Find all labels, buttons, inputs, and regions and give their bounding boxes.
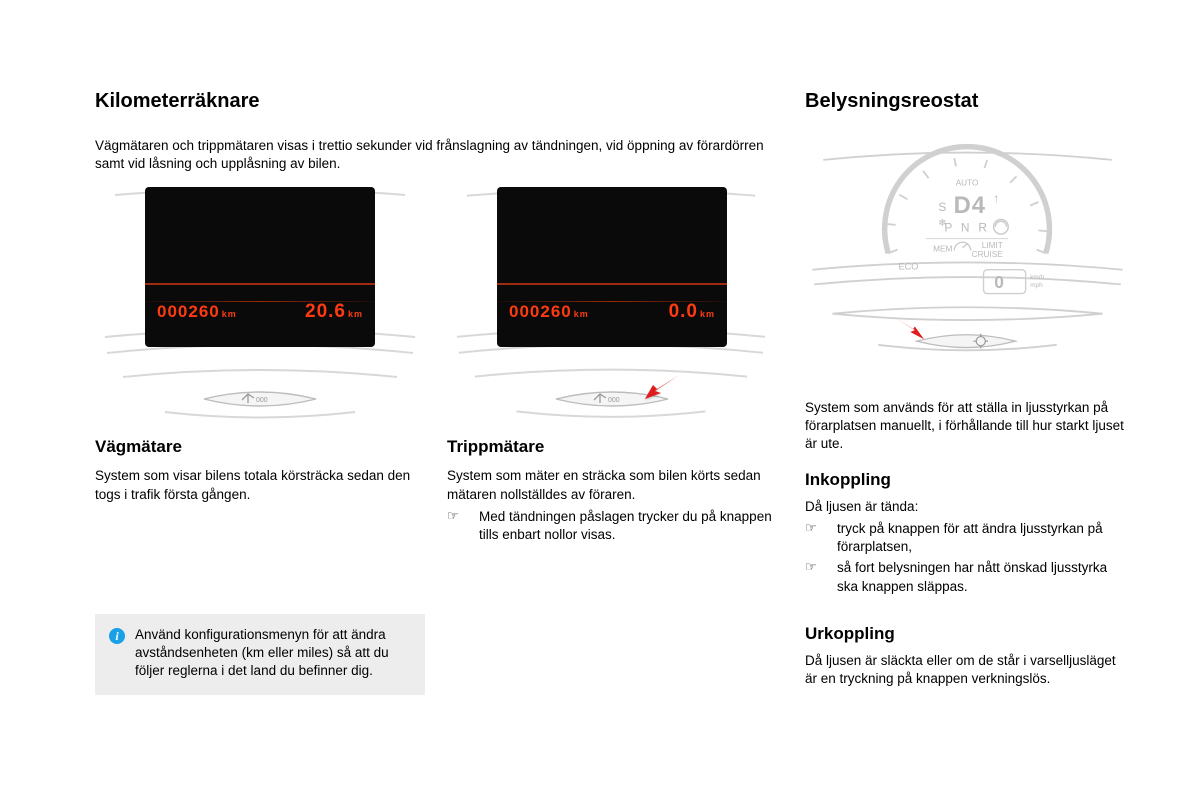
svg-text:CRUISE: CRUISE xyxy=(972,250,1004,259)
instrument-cluster-illustration: AUTO S ❄ D4 ↑ P N R MEM LIMIT xyxy=(805,131,1130,381)
pointer-arrow-icon xyxy=(895,317,924,339)
svg-text:D4: D4 xyxy=(954,192,986,219)
tripmeter-lcd: 000260km 0.0km xyxy=(497,187,727,347)
tripmeter-bullets: ☞ Med tändningen påslagen trycker du på … xyxy=(447,508,775,544)
svg-text:0: 0 xyxy=(994,272,1004,292)
pointing-hand-icon: ☞ xyxy=(805,559,823,595)
svg-text:MEM: MEM xyxy=(933,244,952,253)
reset-label: 000 xyxy=(256,397,268,404)
svg-text:LIMIT: LIMIT xyxy=(982,241,1003,250)
info-icon: i xyxy=(109,628,125,644)
svg-text:S: S xyxy=(938,200,946,214)
activation-lead: Då ljusen är tända: xyxy=(805,498,1130,516)
reset-label: 000 xyxy=(608,397,620,404)
activation-bullet-0: tryck på knappen för att ändra ljusstyrk… xyxy=(837,520,1130,556)
intro-text: Vägmätaren och trippmätaren visas i tret… xyxy=(95,137,775,173)
svg-text:AUTO: AUTO xyxy=(956,179,979,188)
pointing-hand-icon: ☞ xyxy=(447,508,465,544)
odometer-heading: Vägmätare xyxy=(95,437,425,457)
pointer-arrow-icon xyxy=(645,375,679,399)
info-text: Använd konfigurationsmenyn för att ändra… xyxy=(135,626,411,681)
tripmeter-text: System som mäter en sträcka som bilen kö… xyxy=(447,467,775,503)
pointing-hand-icon: ☞ xyxy=(805,520,823,556)
odometer-lcd: 000260km 20.6km xyxy=(145,187,375,347)
deactivation-text: Då ljusen är släckta eller om de står i … xyxy=(805,652,1130,688)
odometer-total: 000260km xyxy=(157,302,237,322)
activation-bullet-1: så fort belysningen har nått önskad ljus… xyxy=(837,559,1130,595)
svg-text:ECO: ECO xyxy=(899,262,919,272)
activation-heading: Inkoppling xyxy=(805,470,1130,490)
tripmeter-bullet-0: Med tändningen påslagen trycker du på kn… xyxy=(479,508,775,544)
odometer-illustration: 000260km 20.6km 000 xyxy=(95,187,425,427)
tripmeter-heading: Trippmätare xyxy=(447,437,775,457)
odometer-text: System som visar bilens totala körsträck… xyxy=(95,467,425,503)
rheostat-desc: System som används för att ställa in lju… xyxy=(805,399,1130,454)
deactivation-heading: Urkoppling xyxy=(805,624,1130,644)
section-title-odometer: Kilometerräknare xyxy=(95,90,775,113)
svg-text:mph: mph xyxy=(1030,282,1043,289)
activation-bullets: ☞ tryck på knappen för att ändra ljussty… xyxy=(805,520,1130,596)
tripmeter-trip: 0.0km xyxy=(669,301,715,323)
info-box: i Använd konfigurationsmenyn för att änd… xyxy=(95,614,425,695)
section-title-rheostat: Belysningsreostat xyxy=(805,90,1130,113)
svg-text:↑: ↑ xyxy=(993,191,999,205)
svg-text:km/h: km/h xyxy=(1030,274,1044,281)
trip-reset-button: 000 xyxy=(200,383,320,413)
odometer-trip: 20.6km xyxy=(305,301,363,323)
tripmeter-illustration: 000260km 0.0km 000 xyxy=(447,187,775,427)
tripmeter-total: 000260km xyxy=(509,302,589,322)
svg-text:P N R: P N R xyxy=(944,220,989,234)
